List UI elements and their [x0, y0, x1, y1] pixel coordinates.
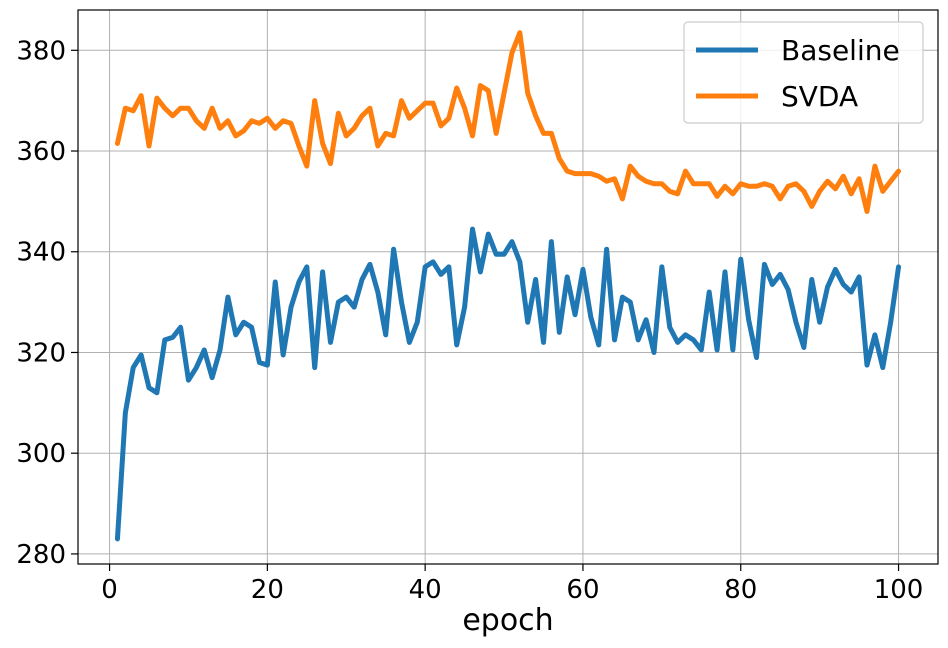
x-tick-label: 20 [251, 575, 284, 605]
x-tick-label: 80 [724, 575, 757, 605]
y-tick-label: 320 [16, 338, 66, 368]
y-tick-label: 300 [16, 439, 66, 469]
x-axis-label: epoch [462, 603, 553, 638]
x-tick-label: 0 [101, 575, 118, 605]
y-tick-label: 360 [16, 137, 66, 167]
plot-frame [77, 9, 939, 565]
y-tick-label: 380 [16, 36, 66, 66]
legend-label-baseline: Baseline [781, 34, 900, 67]
series-layer [114, 30, 902, 542]
x-tick-label: 60 [566, 575, 599, 605]
y-tick-label: 340 [16, 238, 66, 268]
axis-ticks: 0 20 40 60 80 100 280 300 320 340 360 380 [16, 36, 923, 605]
legend: Baseline SVDA [683, 21, 924, 124]
x-tick-label: 40 [409, 575, 442, 605]
y-tick-label: 280 [16, 540, 66, 570]
legend-label-svda: SVDA [781, 80, 858, 113]
series-line-svda [114, 30, 902, 214]
series-line-baseline [114, 226, 902, 542]
x-tick-label: 100 [874, 575, 924, 605]
